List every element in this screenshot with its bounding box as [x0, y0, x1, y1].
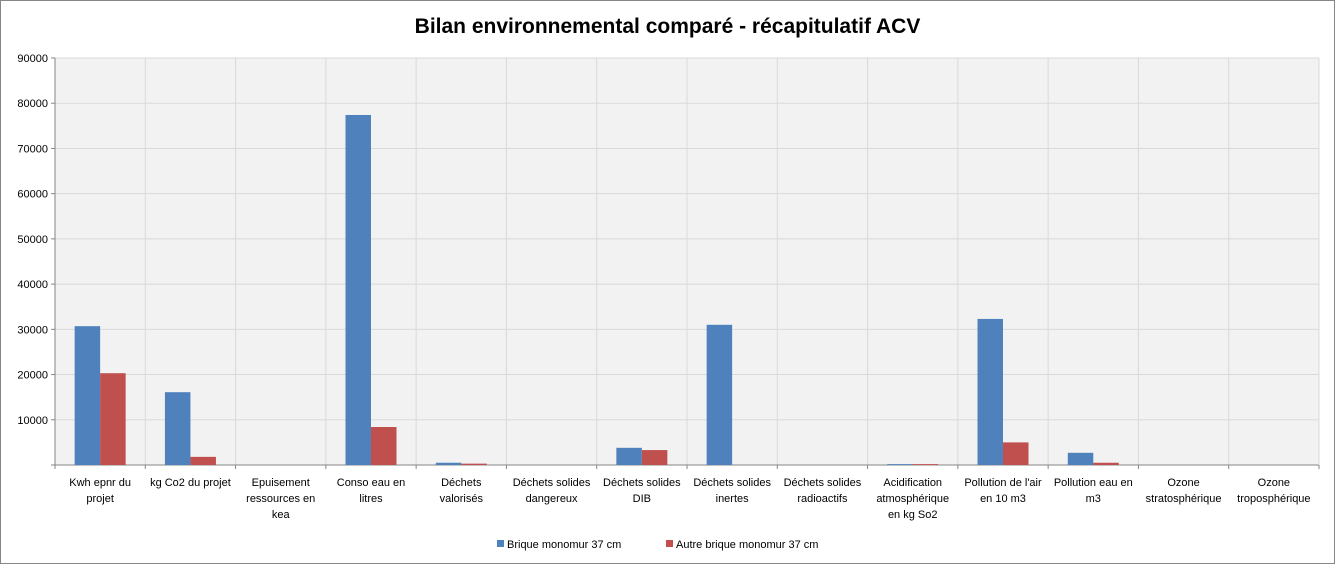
y-tick-label: 40000: [17, 279, 48, 291]
y-tick-label: 20000: [17, 370, 48, 382]
bar-series-2: [100, 373, 126, 465]
bar-series-2: [190, 456, 216, 465]
bar-series-1: [74, 326, 101, 465]
bar-series-1: [435, 462, 462, 465]
bar-series-2: [912, 464, 939, 465]
bar-series-1: [706, 324, 733, 465]
x-category-label: Acidification atmosphérique en kg So2: [876, 477, 949, 521]
legend-label: Brique monomur 37 cm: [507, 539, 621, 551]
x-category-label: Déchets solides inertes: [693, 477, 771, 505]
bar-series-2: [461, 463, 487, 465]
chart-title: Bilan environnemental comparé - récapitu…: [414, 15, 921, 38]
x-category-label: Ozone stratosphérique: [1146, 477, 1222, 505]
x-category-label: Pollution de l'air en 10 m3: [964, 477, 1042, 505]
y-tick-label: 30000: [17, 324, 48, 336]
bar-series-2: [1003, 442, 1029, 465]
x-category-label: kg Co2 du projet: [150, 477, 231, 489]
x-category-label: Pollution eau en m3: [1054, 477, 1133, 505]
x-category-label: Déchets solides DIB: [603, 477, 681, 505]
y-tick-label: 50000: [17, 234, 48, 246]
x-category-label: Déchets valorisés: [440, 477, 484, 505]
x-category-label: Epuisement ressources en kea: [246, 477, 315, 521]
bar-series-2: [641, 450, 668, 465]
y-tick-label: 90000: [17, 53, 48, 65]
bar-series-1: [164, 392, 191, 465]
bar-series-2: [1093, 462, 1119, 465]
bar-series-2: [371, 427, 397, 465]
x-category-label: Ozone troposphérique: [1237, 477, 1310, 505]
bar-series-1: [1067, 452, 1094, 465]
x-category-label: Kwh epnr du projet: [69, 477, 131, 505]
bar-series-1: [616, 447, 642, 465]
bar-series-1: [977, 318, 1003, 465]
y-tick-label: 70000: [17, 143, 48, 155]
x-category-label: Déchets solides dangereux: [513, 477, 591, 505]
y-tick-label: 60000: [17, 189, 48, 201]
legend-label: Autre brique monomur 37 cm: [676, 539, 818, 551]
x-category-label: Conso eau en litres: [337, 477, 406, 505]
y-tick-label: 10000: [17, 415, 48, 427]
bar-series-1: [345, 114, 371, 465]
bar-series-1: [887, 464, 913, 465]
x-category-label: Déchets solides radioactifs: [784, 477, 862, 505]
legend-swatch: [666, 540, 673, 547]
legend-swatch: [497, 540, 504, 547]
y-tick-label: 80000: [17, 98, 48, 110]
